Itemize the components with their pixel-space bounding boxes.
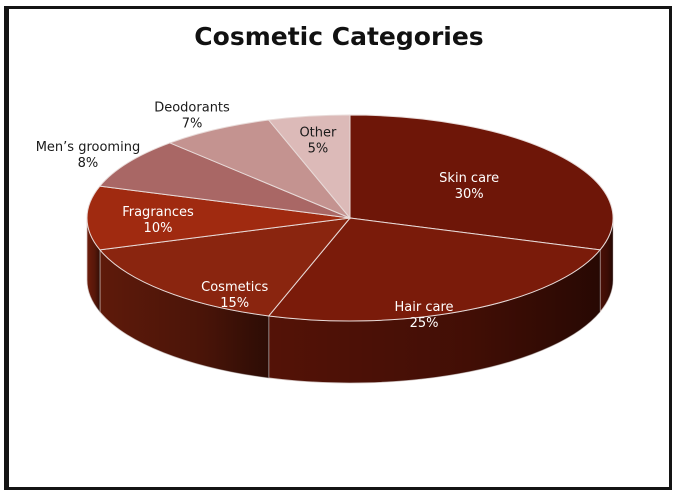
slice-side-shade-hair-care: [268, 249, 601, 384]
slice-fragrances[interactable]: [86, 185, 351, 251]
slice-percent-skin-care: 30%: [455, 187, 484, 202]
slice-label-deodorants: Deodorants: [154, 100, 230, 115]
pie-slices: [86, 114, 614, 322]
slice-label-cosmetics: Cosmetics: [201, 280, 268, 295]
slice-side-shade-skin-care: [600, 218, 613, 312]
slice-hair-care[interactable]: [267, 217, 602, 322]
slice-percent-cosmetics: 15%: [220, 296, 249, 311]
slice-percent-fragrances: 10%: [144, 221, 173, 236]
slice-cosmetics[interactable]: [98, 217, 352, 317]
chart-title: Cosmetic Categories: [194, 22, 484, 51]
slice-other[interactable]: [267, 114, 351, 220]
slice-side-shade-cosmetics: [99, 249, 269, 378]
slice-percent-men-s-grooming: 8%: [78, 156, 99, 171]
slice-label-skin-care: Skin care: [439, 171, 499, 186]
slice-label-hair-care: Hair care: [395, 300, 454, 315]
slice-label-men-s-grooming: Men’s grooming: [36, 140, 140, 155]
slice-label-fragrances: Fragrances: [122, 205, 194, 220]
slice-percent-deodorants: 7%: [182, 116, 203, 131]
slice-percent-hair-care: 25%: [410, 316, 439, 331]
slice-percent-other: 5%: [308, 142, 329, 157]
slice-label-other: Other: [299, 126, 337, 141]
slice-deodorants[interactable]: [168, 119, 351, 219]
slice-skin-care[interactable]: [349, 114, 614, 251]
slice-men-s-grooming[interactable]: [98, 142, 351, 219]
slice-side-shade-fragrances: [87, 218, 100, 312]
